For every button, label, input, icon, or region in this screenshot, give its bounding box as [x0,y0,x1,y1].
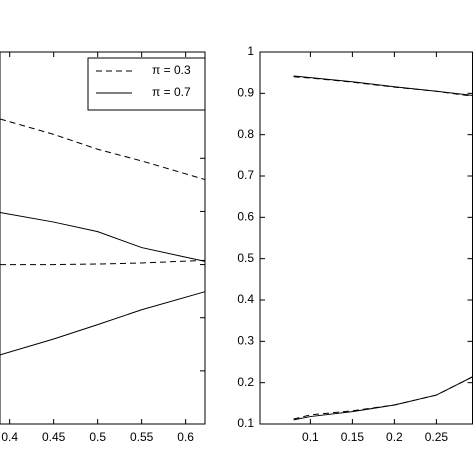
plot-frame [259,51,473,425]
data-line [293,376,473,420]
y-tick-label: 0.6 [237,210,254,224]
data-line [293,75,473,96]
line-group [293,75,473,421]
legend-box [87,57,206,111]
y-tick-label: 0.8 [237,127,254,141]
y-tick-label: 1 [247,44,254,58]
legend-label: π = 0.3 [152,63,191,77]
line-group [0,118,206,356]
x-tick-label: 0.25 [425,430,449,444]
data-line [0,118,206,181]
legend-label: π = 0.7 [152,85,191,99]
x-tick-label: 0.15 [341,430,365,444]
y-tick-label: 0.9 [237,86,254,100]
x-tick-label: 0.55 [130,430,154,444]
plot-frame [0,51,206,425]
y-tick-label: 0.5 [237,251,254,265]
data-line [293,76,473,97]
x-tick-label: 0.1 [302,430,319,444]
y-tick-label: 0.3 [237,334,254,348]
data-line [0,211,206,262]
x-tick-label: 0.45 [42,430,66,444]
data-line [0,259,206,266]
data-line [0,291,206,356]
y-tick-label: 0.4 [237,292,254,306]
data-line [293,376,473,421]
y-tick-label: 0.7 [237,168,254,182]
x-tick-label: 0.5 [89,430,106,444]
x-tick-label: 0.2 [386,430,403,444]
x-tick-label: 0.6 [177,430,194,444]
y-tick-label: 0.2 [237,375,254,389]
y-tick-label: 0.1 [237,416,254,430]
x-tick-label: 0.4 [1,430,18,444]
